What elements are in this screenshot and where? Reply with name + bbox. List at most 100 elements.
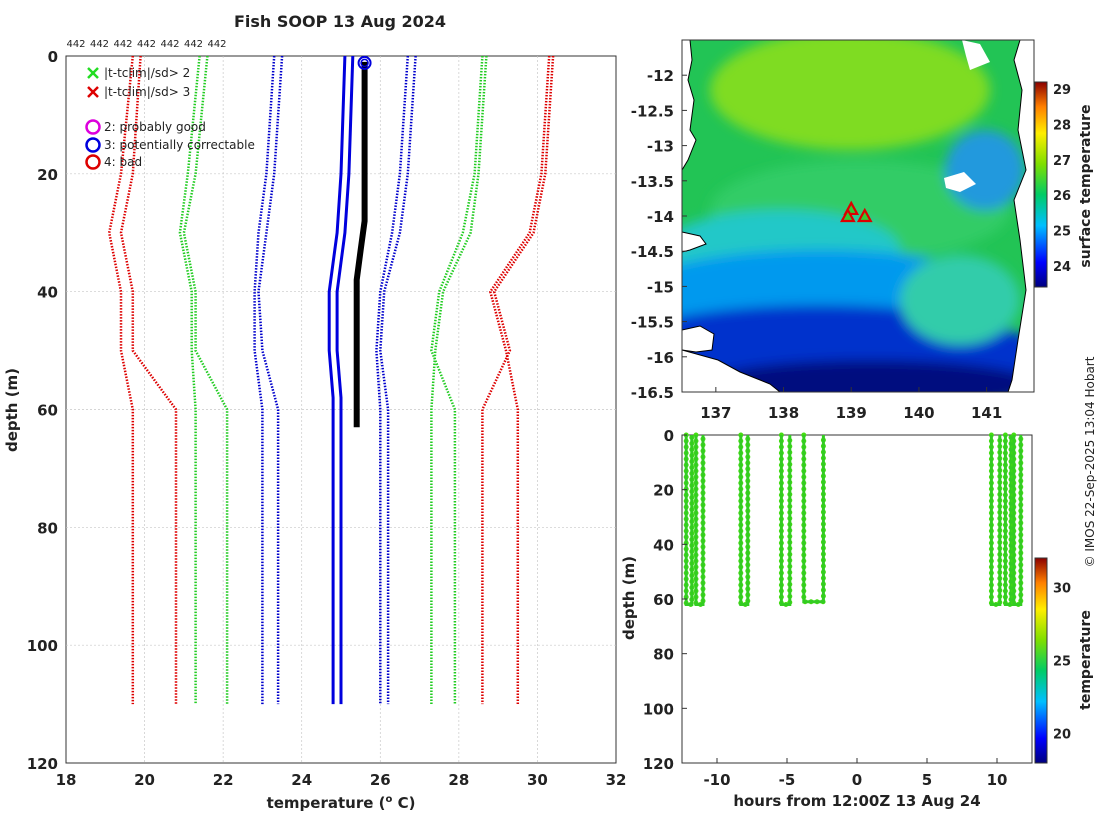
map-ytick-label: -16.5 (631, 384, 674, 402)
profile-series-line (353, 61, 368, 428)
time-depth-xtick-label: -5 (779, 771, 796, 789)
profile-ytick-label: 60 (37, 402, 58, 420)
legend-label: 4: bad (104, 155, 142, 169)
profile-series-line (327, 55, 347, 705)
profile-series-line (119, 55, 178, 705)
map-xtick-label: 140 (903, 404, 934, 422)
cast-line (779, 435, 792, 606)
time-depth-ylabel: depth (m) (620, 556, 638, 640)
legend: |t-tclim|/sd> 2 |t-tclim|/sd> 3 2: probabl… (85, 66, 255, 170)
flag-marker (357, 55, 372, 70)
time-depth-colorbar (1034, 557, 1048, 764)
cast-line (684, 435, 694, 606)
profile-ticks: 18 20 22 24 26 28 30 32 0 20 40 60 80 100 120 (27, 48, 627, 789)
profile-series-line (430, 55, 484, 705)
time-depth-colorbar-ticks: 20 25 30 (1053, 581, 1071, 742)
profile-series-line (107, 55, 135, 705)
figure-title: Fish SOOP 13 Aug 2024 (234, 12, 446, 31)
map-ytick-label: -15 (647, 278, 674, 296)
time-depth-colorbar-tick-label: 30 (1053, 581, 1071, 596)
time-depth-axes-box (681, 434, 1033, 764)
profile-xlabel: temperature (o C) (267, 794, 416, 812)
profile-xtick-label: 20 (134, 771, 155, 789)
cast-line (1012, 435, 1023, 606)
time-depth-ytick-label: 100 (643, 700, 674, 718)
map-ytick-label: -15.5 (631, 314, 674, 332)
time-depth-xtick-label: 5 (922, 771, 932, 789)
profile-series-line (253, 55, 276, 705)
time-depth-ytick-label: 0 (664, 427, 674, 445)
map-xtick-label: 137 (700, 404, 731, 422)
time-depth-casts (683, 432, 1024, 607)
legend-symbol-o (85, 137, 101, 153)
map-colorbar-tick-label: 24 (1053, 260, 1071, 275)
map-ticks: 137 138 139 140 141 -12 -12.5 -13 -13.5 -14 -14.5 -… (631, 67, 1003, 422)
profile-series-line (430, 55, 488, 705)
map-colorbar-tick-label: 29 (1053, 83, 1071, 98)
map-ytick-label: -12.5 (631, 102, 674, 120)
profile-series-line (182, 55, 229, 705)
top-label: 442 (184, 39, 203, 50)
station-marker (839, 207, 856, 223)
map-ytick-label: -12 (647, 67, 674, 85)
profile-ytick-label: 120 (27, 755, 58, 773)
map-colorbar-ticks: 24 25 26 27 28 29 (1053, 83, 1071, 275)
legend-label: |t-tclim|/sd> 2 (104, 66, 190, 80)
time-depth-xtick-label: -10 (703, 771, 730, 789)
time-depth-ytick-label: 20 (653, 482, 674, 500)
legend-label: |t-tclim|/sd> 3 (104, 85, 190, 99)
map-colorbar-label: surface temperature (1078, 104, 1094, 267)
profile-lines (107, 55, 555, 705)
profile-xtick-label: 30 (527, 771, 548, 789)
top-label: 442 (160, 39, 179, 50)
map-ytick-label: -13 (647, 138, 674, 156)
legend-label: 2: probably good (104, 120, 206, 134)
profile-ytick-label: 40 (37, 284, 58, 302)
time-depth-ytick-label: 80 (653, 646, 674, 664)
map-xtick-label: 141 (971, 404, 1002, 422)
profile-xtick-label: 32 (606, 771, 627, 789)
profile-grid (66, 56, 616, 763)
profile-ytick-label: 0 (48, 48, 58, 66)
top-label: 442 (113, 39, 132, 50)
time-depth-xtick-label: 10 (987, 771, 1008, 789)
top-label: 442 (207, 39, 226, 50)
credit-text: © IMOS 22-Sep-2025 13:04 Hobart (1083, 356, 1097, 567)
legend-symbol-x (87, 67, 99, 79)
time-depth-colorbar-label: temperature (1078, 610, 1094, 710)
profile-series-line (178, 55, 201, 705)
map-xtick-label: 139 (836, 404, 867, 422)
profile-series-line (379, 55, 417, 705)
profile-series-line (257, 55, 284, 705)
map-panel: 137 138 139 140 141 -12 -12.5 -13 -13.5 -14 -14.5 -… (631, 39, 1094, 422)
sst-field (682, 40, 1034, 392)
profile-xtick-label: 26 (370, 771, 391, 789)
time-depth-colorbar-tick-label: 25 (1053, 655, 1071, 670)
profile-series-line (335, 55, 355, 705)
profile-xtick-label: 22 (213, 771, 234, 789)
cast-line (802, 435, 825, 604)
cast-line (989, 435, 1002, 606)
map-colorbar-tick-label: 28 (1053, 118, 1071, 133)
map-ytick-label: -14 (647, 208, 674, 226)
cast-line (694, 435, 705, 606)
top-label: 442 (90, 39, 109, 50)
station-marker (856, 207, 873, 223)
map-colorbar-tick-label: 27 (1053, 154, 1071, 169)
map-colorbar-tick-label: 25 (1053, 224, 1071, 239)
profile-ylabel: depth (m) (3, 368, 21, 452)
legend-symbol-o (85, 119, 101, 135)
map-ytick-label: -16 (647, 349, 674, 367)
legend-symbol-o (85, 154, 101, 170)
profile-ytick-label: 80 (37, 519, 58, 537)
time-depth-ytick-label: 40 (653, 536, 674, 554)
time-depth-colorbar-tick-label: 20 (1053, 728, 1071, 743)
map-ytick-label: -14.5 (631, 243, 674, 261)
map-ytick-label: -13.5 (631, 173, 674, 191)
profile-ytick-label: 20 (37, 166, 58, 184)
map-colorbar-tick-label: 26 (1053, 189, 1071, 204)
time-depth-xlabel: hours from 12:00Z 13 Aug 24 (733, 792, 980, 810)
